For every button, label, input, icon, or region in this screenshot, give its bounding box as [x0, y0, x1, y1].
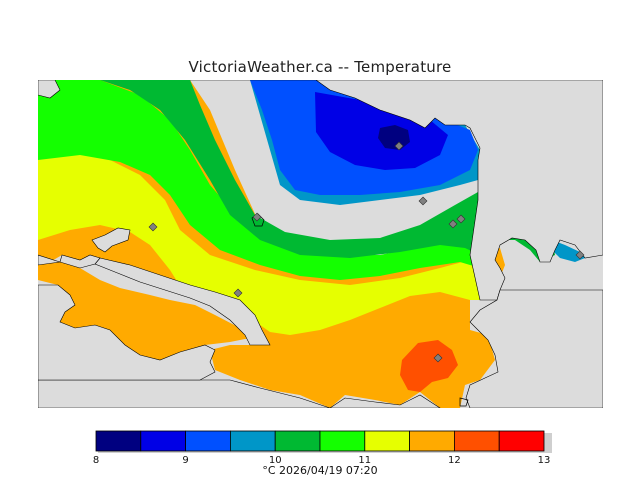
legend-tick-label: 9 — [182, 455, 188, 466]
station-marker[interactable] — [433, 353, 443, 363]
band-11-5-sw — [38, 255, 250, 360]
station-marker[interactable] — [575, 250, 585, 260]
legend-swatch — [453, 430, 500, 452]
legend-tick-label: 12 — [448, 455, 461, 466]
band-10 — [100, 80, 555, 262]
map-title: VictoriaWeather.ca -- Temperature — [188, 58, 452, 76]
station-marker[interactable] — [418, 196, 428, 206]
band-10-5 — [38, 80, 498, 280]
band-8 — [378, 125, 410, 150]
legend-caption: °C 2026/04/19 07:20 — [262, 464, 378, 477]
station-marker[interactable] — [394, 141, 404, 151]
station-marker[interactable] — [448, 219, 458, 229]
legend-swatch — [185, 430, 231, 452]
station-marker[interactable] — [252, 212, 262, 222]
legend-tick-label: 13 — [538, 455, 551, 466]
legend-tick-label: 11 — [358, 455, 371, 466]
station-markers — [148, 141, 585, 363]
legend-swatch — [364, 430, 410, 452]
legend-swatch — [95, 430, 142, 452]
station-marker[interactable] — [148, 222, 158, 232]
legend-swatch — [229, 430, 276, 452]
legend-swatch — [409, 430, 455, 452]
station-marker[interactable] — [456, 214, 466, 224]
band-12 — [400, 340, 458, 392]
band-11 — [38, 152, 500, 335]
legend-swatch — [274, 430, 321, 452]
legend-swatch — [140, 430, 187, 452]
legend-swatch — [319, 430, 366, 452]
legend-swatch — [498, 430, 545, 452]
legend-tick-label: 10 — [269, 455, 282, 466]
legend-tick-label: 8 — [93, 455, 99, 466]
temperature-bands — [38, 80, 603, 408]
station-marker[interactable] — [233, 288, 243, 298]
water-areas — [38, 80, 603, 408]
